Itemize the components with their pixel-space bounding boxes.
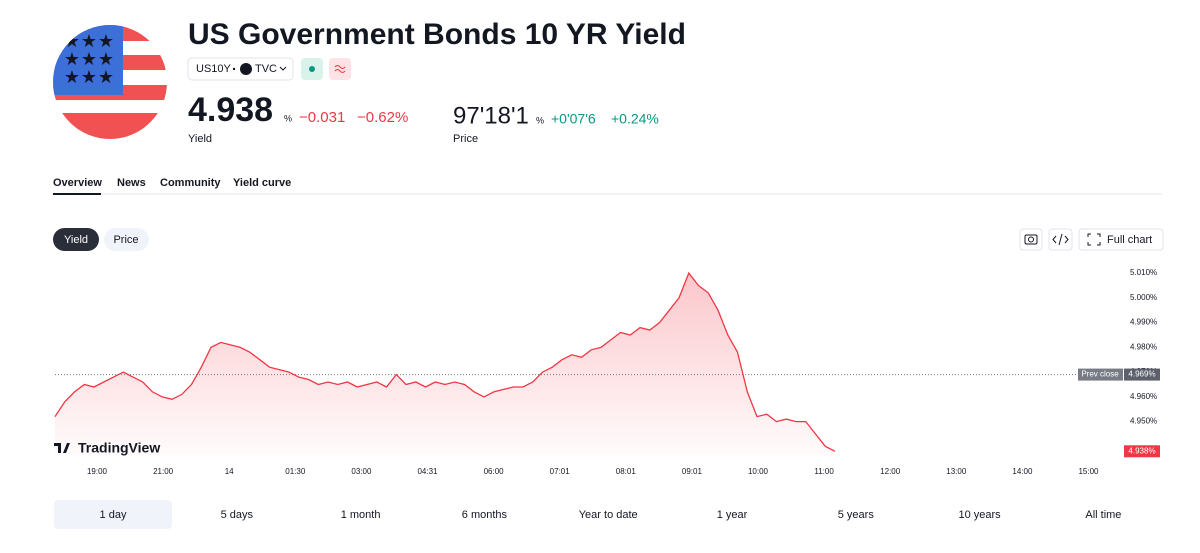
prev-close-title: Prev close xyxy=(1081,370,1119,379)
x-tick-label: 07:01 xyxy=(550,467,571,476)
prev-close-value-badge xyxy=(1124,368,1160,381)
price-value: 97'18'1 xyxy=(453,102,529,129)
svg-text:★: ★ xyxy=(64,67,80,87)
toggle[interactable] xyxy=(104,228,149,251)
y-tick-label: 5.010% xyxy=(1130,268,1157,277)
tab[interactable]: Overview xyxy=(53,177,102,189)
last-value-label: 4.938% xyxy=(1128,446,1155,455)
yield-label: Yield xyxy=(188,133,212,145)
y-tick-label: 5.000% xyxy=(1130,293,1157,302)
x-tick-label: 14 xyxy=(225,467,234,476)
expand-icon xyxy=(1087,233,1101,246)
range-button[interactable]: All time xyxy=(1085,509,1121,521)
range-button[interactable]: 6 months xyxy=(462,509,508,521)
y-tick-label: 4.960% xyxy=(1130,392,1157,401)
price-unit: % xyxy=(536,115,544,125)
watermark-icon xyxy=(54,443,70,453)
x-tick-label: 06:00 xyxy=(484,467,505,476)
y-tick-label: 4.980% xyxy=(1130,342,1157,351)
x-tick-label: 10:00 xyxy=(748,467,769,476)
yield-change: −0.031 xyxy=(299,109,345,126)
exchange-logo xyxy=(240,63,252,75)
watermark: TradingView xyxy=(78,440,160,456)
yield-change-percent: −0.62% xyxy=(357,109,408,126)
title: US Government Bonds 10 YR Yield xyxy=(188,18,686,51)
svg-text:★: ★ xyxy=(98,67,114,87)
x-tick-label: 15:00 xyxy=(1078,467,1099,476)
price-label: Price xyxy=(453,133,478,145)
x-tick-label: 09:01 xyxy=(682,467,703,476)
x-tick-label: 01:30 xyxy=(285,467,306,476)
flag-icon: ★ ★ ★ ★ ★ ★ ★ ★ ★ xyxy=(53,25,167,139)
delayed-icon xyxy=(334,65,346,73)
x-tick-label: 04:31 xyxy=(417,467,438,476)
embed-button[interactable] xyxy=(1048,228,1073,251)
yield-value: 4.938 xyxy=(188,91,273,129)
svg-text:★: ★ xyxy=(98,31,114,51)
last-value-badge xyxy=(1124,445,1160,458)
range-active[interactable] xyxy=(54,500,172,529)
x-tick-label: 21:00 xyxy=(153,467,174,476)
svg-text:★: ★ xyxy=(64,31,80,51)
status-dot xyxy=(309,66,315,72)
chevron xyxy=(279,66,287,71)
range-button[interactable]: 1 day xyxy=(100,509,127,521)
tab[interactable]: Community xyxy=(160,177,221,189)
range-button[interactable]: 1 year xyxy=(717,509,748,521)
camera-icon xyxy=(1024,234,1038,245)
yield-line xyxy=(54,271,836,452)
prev-close-value: 4.969% xyxy=(1128,370,1155,379)
svg-text:★: ★ xyxy=(81,31,97,51)
chart: 4.950%4.960%4.970%4.980%4.990%5.000%5.01… xyxy=(54,268,1160,476)
toggle-label: Price xyxy=(113,234,138,246)
full-chart-button[interactable] xyxy=(1078,228,1164,251)
prev-close-badge xyxy=(1078,368,1123,381)
x-tick-label: 08:01 xyxy=(616,467,637,476)
range-bar: 1 day 5 days 1 month 6 months Year to date 1 … xyxy=(100,509,1122,521)
yield-unit: % xyxy=(284,113,292,123)
range-button[interactable]: Year to date xyxy=(579,509,638,521)
svg-text:★: ★ xyxy=(98,49,114,69)
range-button[interactable]: 10 years xyxy=(958,509,1001,521)
price-change-percent: +0.24% xyxy=(611,111,659,127)
range-button[interactable]: 1 month xyxy=(341,509,381,521)
x-tick-label: 14:00 xyxy=(1012,467,1033,476)
toggle-active[interactable] xyxy=(53,228,99,251)
svg-text:★: ★ xyxy=(81,67,97,87)
x-tick-label: 03:00 xyxy=(351,467,372,476)
range-button[interactable]: 5 years xyxy=(838,509,875,521)
symbol: US10Y xyxy=(196,63,232,75)
price-change: +0'07'6 xyxy=(551,111,596,127)
area-fill xyxy=(55,273,835,455)
y-tick-label: 4.950% xyxy=(1130,417,1157,426)
embed-icon xyxy=(1052,233,1069,246)
tab[interactable]: Yield curve xyxy=(233,177,291,189)
toggle-label: Yield xyxy=(64,234,88,246)
separator xyxy=(232,67,236,71)
svg-text:★: ★ xyxy=(81,49,97,69)
delayed-badge[interactable] xyxy=(329,58,351,80)
range-button[interactable]: 5 days xyxy=(221,509,254,521)
x-tick-label: 11:00 xyxy=(814,467,834,476)
camera-lens xyxy=(1028,236,1034,243)
full-chart-label: Full chart xyxy=(1107,234,1152,246)
x-tick-label: 13:00 xyxy=(946,467,967,476)
tab[interactable]: News xyxy=(117,177,146,189)
x-tick-label: 12:00 xyxy=(880,467,901,476)
exchange: TVC xyxy=(255,63,277,75)
snapshot-button[interactable] xyxy=(1019,228,1043,251)
svg-text:★: ★ xyxy=(64,49,80,69)
symbol-pill[interactable] xyxy=(187,57,294,81)
y-tick-label: 4.990% xyxy=(1130,318,1157,327)
x-tick-label: 19:00 xyxy=(87,467,108,476)
